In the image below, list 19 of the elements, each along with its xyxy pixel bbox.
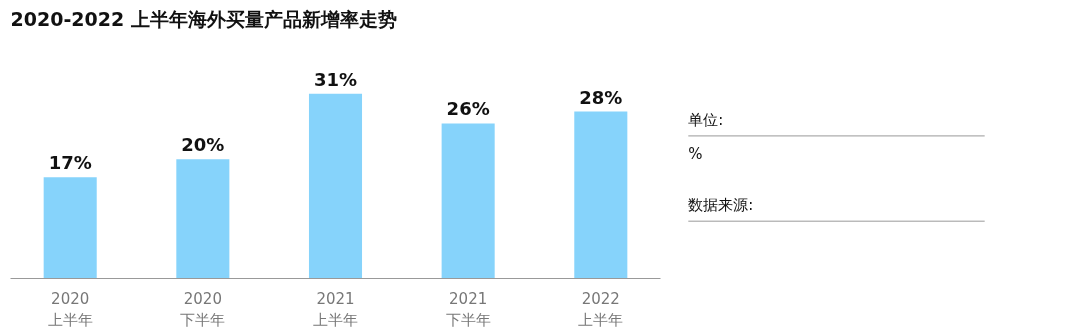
- text: %: [688, 144, 703, 163]
- data-label: 26%: [446, 98, 490, 120]
- data-label: 17%: [48, 152, 92, 174]
- x-tick-label: 2022 上半年: [578, 289, 624, 330]
- data-label: 28%: [579, 86, 623, 108]
- bar: [43, 177, 97, 279]
- chart-title: 2020-2022 上半年海外买量产品新增率走势: [10, 7, 397, 30]
- data-label: 20%: [181, 134, 225, 156]
- bar: [308, 93, 363, 279]
- text: 单位:: [688, 110, 724, 129]
- data-label: 31%: [313, 68, 358, 90]
- bar: [441, 123, 495, 279]
- x-tick-label: 2020 上半年: [47, 289, 93, 330]
- bar: [574, 111, 628, 279]
- x-tick-label: 2020 下半年: [180, 289, 226, 330]
- x-tick-label: 2021 上半年: [313, 289, 358, 330]
- source-note: 数据来源:: [688, 196, 754, 215]
- x-tick-label: 2021 下半年: [445, 289, 491, 330]
- bar: [176, 159, 230, 279]
